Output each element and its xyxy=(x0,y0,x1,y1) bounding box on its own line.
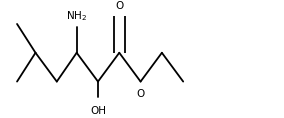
Text: O: O xyxy=(115,1,124,11)
Text: O: O xyxy=(136,89,145,99)
Text: NH$_2$: NH$_2$ xyxy=(66,9,87,23)
Text: OH: OH xyxy=(90,106,106,116)
